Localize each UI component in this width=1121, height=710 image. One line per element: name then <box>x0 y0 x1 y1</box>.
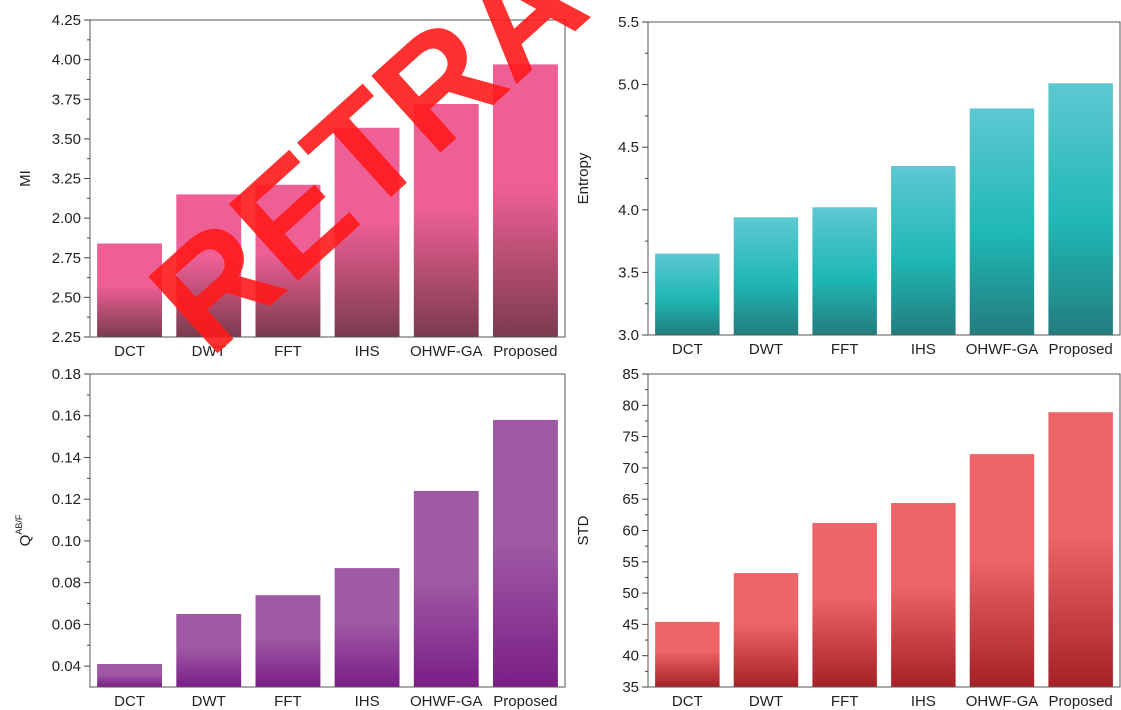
bar-ohwf-ga <box>413 104 479 337</box>
y-tick-label: 0.06 <box>52 616 81 633</box>
bar-dct <box>97 243 162 337</box>
bar-proposed <box>493 64 558 338</box>
x-tick-label: FFT <box>831 693 859 710</box>
y-tick-label: 2.00 <box>52 210 81 227</box>
bar-ihs <box>891 503 956 687</box>
x-tick-label: Proposed <box>493 343 557 360</box>
y-tick-label: 40 <box>622 648 639 665</box>
bar-dct <box>655 621 720 687</box>
bar-proposed <box>1048 412 1113 687</box>
y-tick-label: 0.12 <box>52 491 81 508</box>
y-tick-label: 3.75 <box>52 91 81 108</box>
x-tick-label: Proposed <box>1049 341 1113 358</box>
y-tick-label: 80 <box>622 397 639 414</box>
y-tick-label: 75 <box>622 429 639 446</box>
y-axis-title: QAB/F <box>14 514 34 546</box>
x-tick-label: Proposed <box>1049 693 1113 710</box>
y-tick-label: 2.25 <box>52 329 81 346</box>
x-tick-label: FFT <box>831 341 859 358</box>
y-tick-label: 5.0 <box>618 77 639 94</box>
bar-dct <box>655 253 720 335</box>
y-axis-title: STD <box>575 515 592 545</box>
x-tick-label: Proposed <box>493 693 557 710</box>
y-axis-title: MI <box>17 170 34 187</box>
y-tick-label: 0.14 <box>52 449 81 466</box>
x-tick-label: IHS <box>355 693 380 710</box>
bar-fft <box>812 207 877 335</box>
plot-frame <box>89 373 566 688</box>
y-tick-label: 0.08 <box>52 575 81 592</box>
y-tick-label: 4.0 <box>618 202 639 219</box>
x-tick-label: IHS <box>911 693 936 710</box>
bar-fft <box>812 523 877 687</box>
y-tick-label: 2.50 <box>52 289 81 306</box>
bar-ihs <box>891 166 956 335</box>
x-tick-label: FFT <box>274 693 302 710</box>
y-tick-label: 3.5 <box>618 264 639 281</box>
bar-ihs <box>334 568 400 687</box>
y-tick-label: 0.10 <box>52 533 81 550</box>
bar-ohwf-ga <box>969 108 1035 336</box>
x-tick-label: OHWF-GA <box>410 693 483 710</box>
qabf-bar-chart: 0.04 0.06 0.08 0.10 0.12 0.14 0.16 0.18 DCT DWT FF… <box>14 366 566 710</box>
bar-ohwf-ga <box>413 490 479 687</box>
x-tick-label: DCT <box>672 341 703 358</box>
y-tick-label: 50 <box>622 585 639 602</box>
y-tick-label: 0.16 <box>52 408 81 425</box>
bar-dwt <box>733 573 799 687</box>
y-axis-title: Entropy <box>575 152 592 204</box>
y-tick-label: 70 <box>622 460 639 477</box>
y-tick-label: 85 <box>622 366 639 383</box>
x-tick-label: DCT <box>672 693 703 710</box>
bar-proposed <box>493 419 558 687</box>
bar-proposed <box>1048 83 1113 335</box>
bar-ohwf-ga <box>969 454 1035 687</box>
y-tick-label: 4.00 <box>52 52 81 69</box>
x-tick-label: OHWF-GA <box>966 693 1039 710</box>
x-tick-label: IHS <box>911 341 936 358</box>
y-tick-label: 4.25 <box>52 12 81 29</box>
x-tick-label: DWT <box>749 341 783 358</box>
y-tick-label: 4.5 <box>618 139 639 156</box>
y-tick-label: 3.0 <box>618 327 639 344</box>
bar-dwt <box>176 614 242 687</box>
y-tick-label: 3.25 <box>52 171 81 188</box>
bar-fft <box>255 595 321 687</box>
y-tick-label: 45 <box>622 616 639 633</box>
mi-bar-chart: 2.25 2.50 2.75 2.00 3.25 3.50 3.75 4.00 4.25 DCT D… <box>17 12 566 360</box>
y-tick-label: 5.5 <box>618 14 639 31</box>
bar-dct <box>97 664 162 687</box>
bar-ihs <box>334 127 400 337</box>
x-tick-label: IHS <box>355 343 380 360</box>
x-tick-label: DWT <box>192 693 226 710</box>
bar-dwt <box>733 217 799 335</box>
y-tick-label: 65 <box>622 491 639 508</box>
x-tick-label: DWT <box>192 343 226 360</box>
x-tick-label: OHWF-GA <box>966 341 1039 358</box>
y-tick-label: 3.50 <box>52 131 81 148</box>
bar-fft <box>255 184 321 337</box>
x-tick-label: OHWF-GA <box>410 343 483 360</box>
y-tick-label: 0.18 <box>52 366 81 383</box>
y-tick-label: 0.04 <box>52 658 81 675</box>
std-bar-chart: 35 40 45 50 55 60 65 70 75 80 85 DCT DWT FFT IHS OHWF-G… <box>575 366 1121 710</box>
x-tick-label: FFT <box>274 343 302 360</box>
y-tick-label: 60 <box>622 523 639 540</box>
x-tick-label: DCT <box>114 343 145 360</box>
y-tick-label: 2.75 <box>52 250 81 267</box>
x-tick-label: DWT <box>749 693 783 710</box>
entropy-bar-chart: 3.0 3.5 4.0 4.5 5.0 5.5 DCT DWT FFT IHS OHWF-GA Pro… <box>575 14 1121 358</box>
y-tick-label: 35 <box>622 679 639 696</box>
bar-dwt <box>176 194 242 337</box>
y-tick-label: 55 <box>622 554 639 571</box>
x-tick-label: DCT <box>114 693 145 710</box>
